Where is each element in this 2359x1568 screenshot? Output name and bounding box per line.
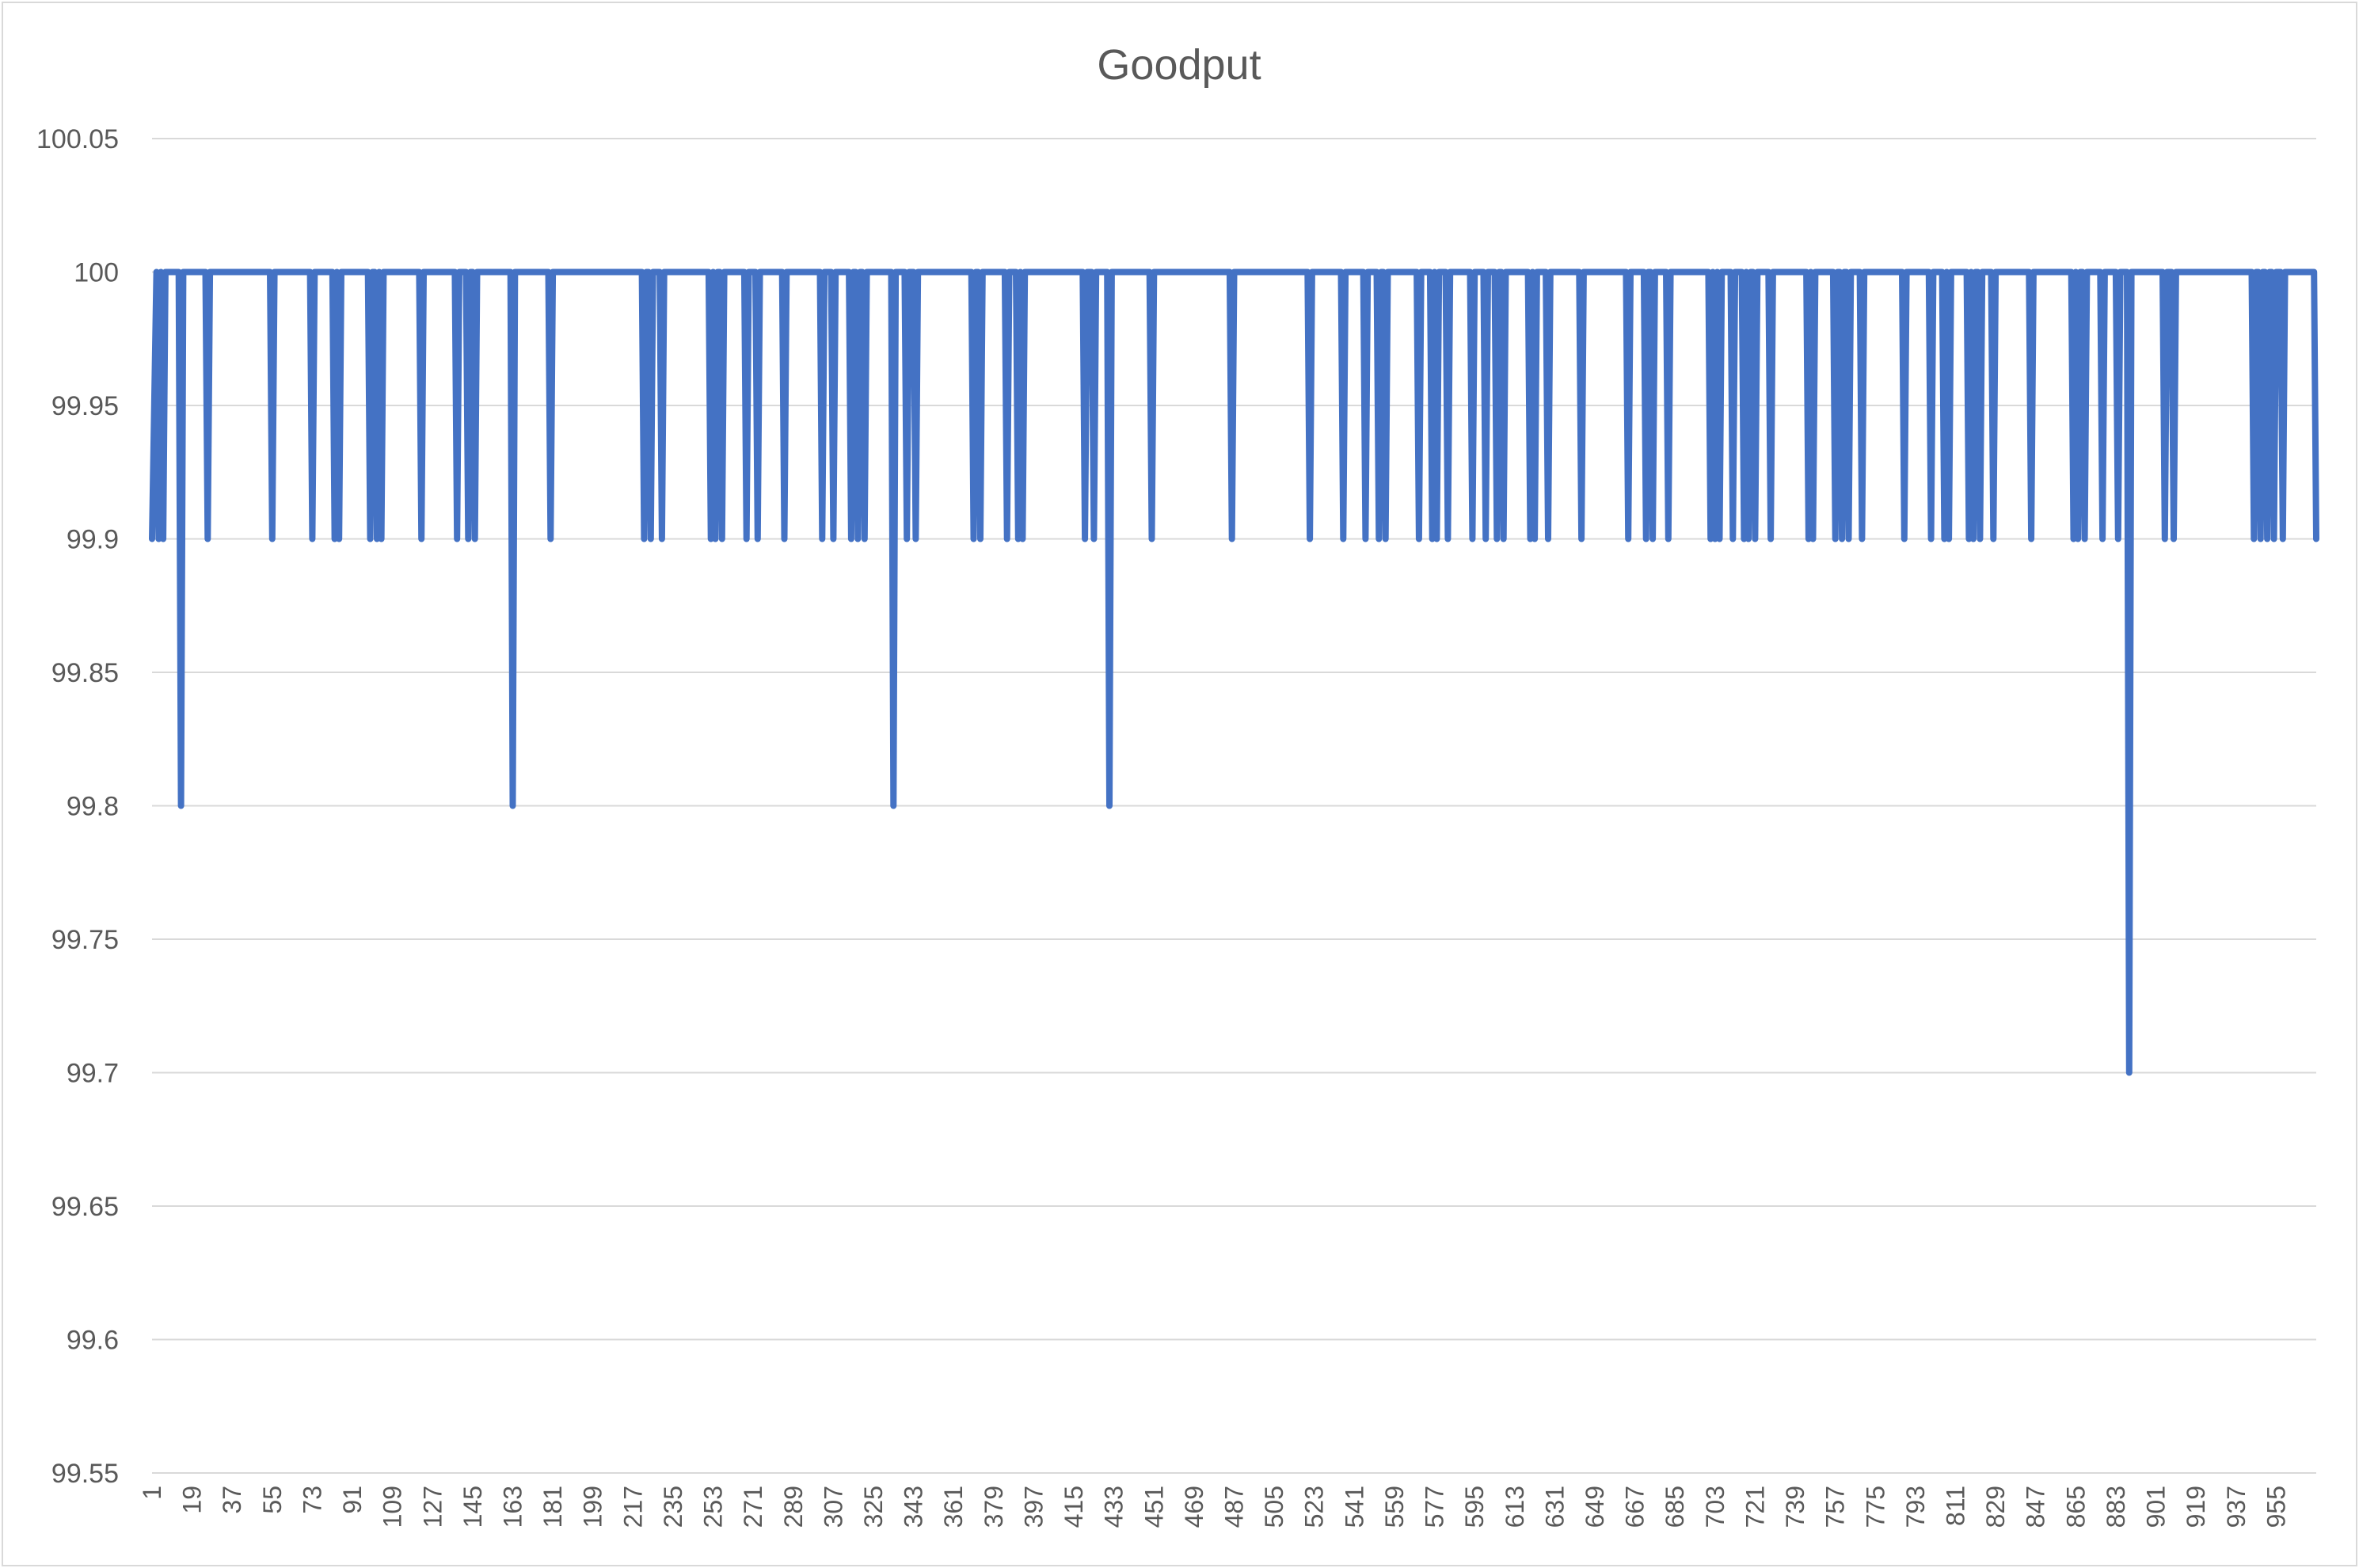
x-tick-label: 361 (939, 1486, 968, 1528)
x-tick-label: 595 (1460, 1486, 1489, 1528)
y-axis-tick-labels: 100.05 100 99.95 99.9 99.85 99.8 99.75 99.7 99.6… (36, 124, 119, 1489)
y-tick-label: 99.85 (51, 658, 119, 688)
x-tick-label: 181 (538, 1486, 567, 1528)
y-tick-label: 100.05 (36, 124, 119, 154)
x-tick-label: 847 (2022, 1486, 2050, 1528)
x-tick-label: 631 (1540, 1486, 1569, 1528)
y-tick-label: 99.6 (67, 1326, 119, 1356)
x-tick-label: 541 (1340, 1486, 1368, 1528)
x-axis-tick-labels: 1 19 37 55 73 91 109 127 145 163 181 199 217 235 253 27… (138, 1486, 2290, 1528)
x-tick-label: 739 (1781, 1486, 1809, 1528)
x-tick-label: 271 (739, 1486, 767, 1528)
y-tick-label: 99.65 (51, 1192, 119, 1222)
x-tick-label: 901 (2142, 1486, 2171, 1528)
x-tick-label: 91 (338, 1486, 367, 1514)
y-tick-label: 99.75 (51, 925, 119, 955)
x-tick-label: 757 (1821, 1486, 1850, 1528)
x-tick-label: 217 (618, 1486, 647, 1528)
x-tick-label: 829 (1981, 1486, 2010, 1528)
x-tick-label: 37 (218, 1486, 246, 1514)
x-tick-label: 253 (699, 1486, 728, 1528)
series-line-goodput (149, 268, 2319, 1076)
x-tick-label: 415 (1060, 1486, 1088, 1528)
x-tick-label: 379 (980, 1486, 1008, 1528)
x-tick-label: 19 (178, 1486, 207, 1514)
y-tick-label: 99.55 (51, 1459, 119, 1489)
x-tick-label: 199 (579, 1486, 607, 1528)
x-tick-label: 289 (779, 1486, 808, 1528)
x-tick-label: 523 (1300, 1486, 1329, 1528)
x-tick-label: 127 (418, 1486, 447, 1528)
x-tick-label: 667 (1621, 1486, 1649, 1528)
x-tick-label: 721 (1741, 1486, 1769, 1528)
x-tick-label: 703 (1701, 1486, 1729, 1528)
x-tick-label: 919 (2182, 1486, 2210, 1528)
y-tick-label: 99.7 (67, 1059, 119, 1089)
x-tick-label: 937 (2222, 1486, 2251, 1528)
x-tick-label: 955 (2262, 1486, 2290, 1528)
x-tick-label: 865 (2061, 1486, 2090, 1528)
y-tick-label: 99.9 (67, 525, 119, 555)
x-tick-label: 307 (819, 1486, 847, 1528)
x-tick-label: 793 (1901, 1486, 1930, 1528)
x-tick-label: 325 (859, 1486, 888, 1528)
x-tick-label: 55 (258, 1486, 287, 1514)
x-tick-label: 109 (379, 1486, 407, 1528)
y-tick-label: 99.8 (67, 792, 119, 822)
x-tick-label: 73 (298, 1486, 326, 1514)
x-tick-label: 397 (1019, 1486, 1048, 1528)
x-tick-label: 163 (499, 1486, 527, 1528)
chart-title: Goodput (1097, 41, 1261, 89)
x-tick-label: 613 (1501, 1486, 1529, 1528)
y-tick-label: 100 (74, 258, 119, 288)
x-tick-label: 145 (458, 1486, 487, 1528)
x-tick-label: 685 (1661, 1486, 1689, 1528)
x-tick-label: 577 (1421, 1486, 1449, 1528)
chart-svg: Goodput 100.0510099.9599.999.8599.899.75… (36, 41, 2319, 1528)
x-tick-label: 559 (1380, 1486, 1409, 1528)
x-tick-label: 649 (1581, 1486, 1609, 1528)
y-tick-label: 99.95 (51, 391, 119, 421)
x-tick-label: 775 (1861, 1486, 1889, 1528)
x-tick-label: 469 (1180, 1486, 1208, 1528)
x-tick-label: 433 (1100, 1486, 1128, 1528)
x-tick-label: 487 (1220, 1486, 1249, 1528)
x-tick-label: 343 (900, 1486, 928, 1528)
x-tick-label: 883 (2102, 1486, 2130, 1528)
x-tick-label: 235 (659, 1486, 687, 1528)
x-tick-label: 451 (1140, 1486, 1168, 1528)
x-tick-label: 505 (1260, 1486, 1288, 1528)
x-tick-label: 1 (138, 1486, 166, 1500)
x-tick-label: 811 (1942, 1486, 1970, 1526)
